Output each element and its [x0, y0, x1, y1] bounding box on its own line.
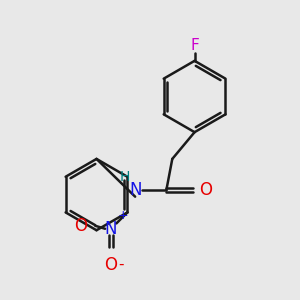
Text: -: -: [118, 257, 124, 272]
Text: O: O: [199, 181, 212, 199]
Text: O: O: [74, 217, 87, 235]
Text: +: +: [118, 209, 128, 222]
Text: O: O: [104, 256, 118, 274]
Text: H: H: [119, 169, 130, 184]
Text: N: N: [129, 181, 141, 199]
Text: N: N: [105, 220, 117, 238]
Text: F: F: [190, 38, 199, 52]
